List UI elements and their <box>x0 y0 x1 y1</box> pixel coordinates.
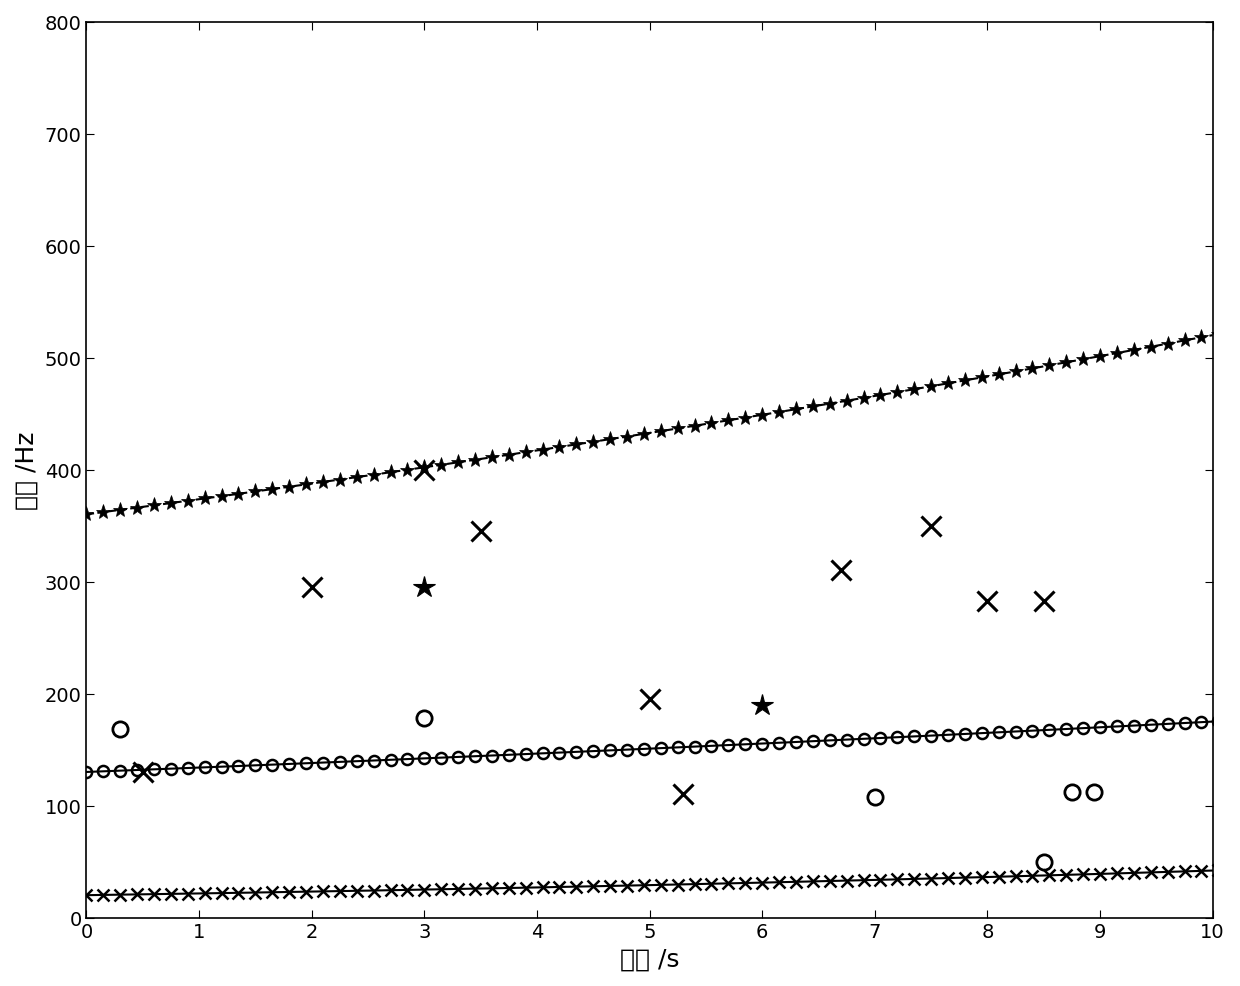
Y-axis label: 频率 /Hz: 频率 /Hz <box>15 431 38 510</box>
X-axis label: 时间 /s: 时间 /s <box>620 947 680 971</box>
